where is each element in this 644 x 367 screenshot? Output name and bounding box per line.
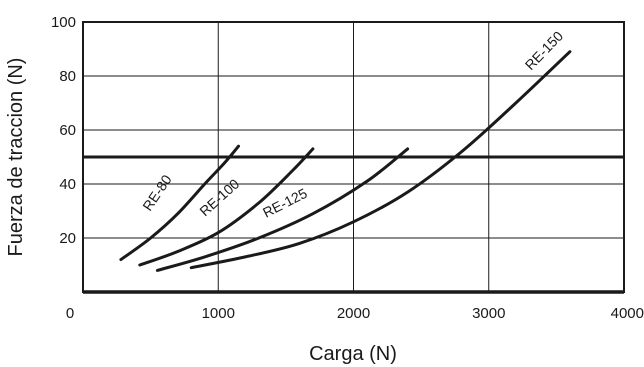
y-tick-label: 100 (51, 14, 76, 31)
series-line-re-100 (138, 147, 315, 267)
tick-labels: 0 1000 2000 3000 4000 20 40 60 80 100 (51, 14, 644, 322)
series-line-re-150 (189, 50, 572, 270)
y-tick-label: 40 (59, 176, 76, 193)
x-tick-label: 1000 (202, 305, 235, 322)
series-line-re-80 (119, 144, 240, 262)
x-tick-label: 3000 (472, 305, 505, 322)
x-tick-label: 4000 (611, 305, 644, 322)
series-group (119, 50, 572, 272)
y-tick-label: 20 (59, 230, 76, 247)
y-tick-label: 60 (59, 122, 76, 139)
x-tick-label: 2000 (337, 305, 370, 322)
x-axis-title: Carga (N) (309, 343, 397, 365)
series-line-re-125 (155, 147, 410, 272)
x-tick-label: 0 (66, 305, 74, 322)
y-tick-label: 80 (59, 68, 76, 85)
y-axis-title: Fuerza de traccion (N) (5, 58, 27, 257)
